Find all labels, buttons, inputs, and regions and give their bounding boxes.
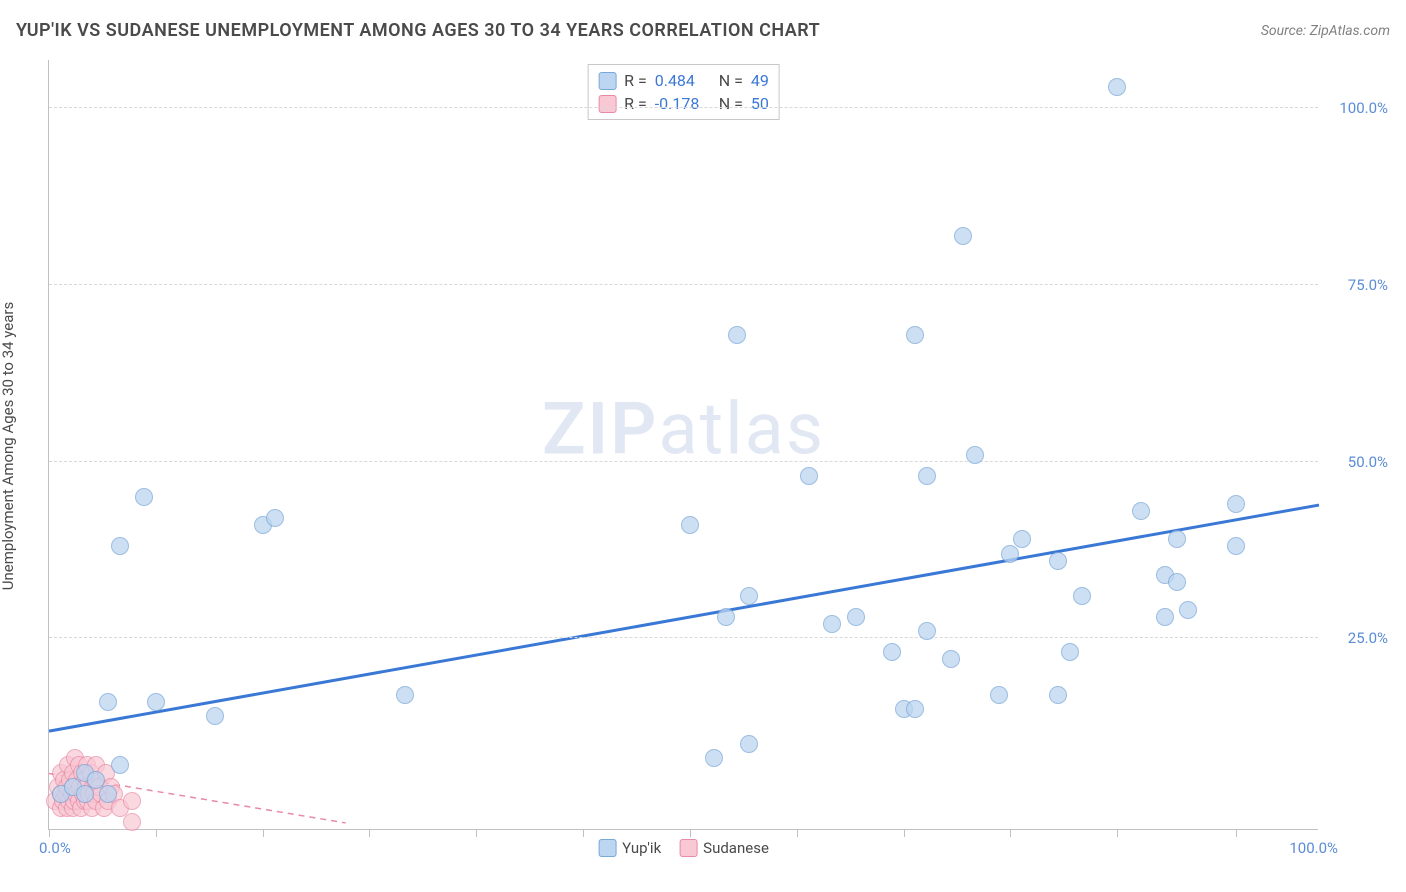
x-tick	[690, 829, 691, 837]
y-tick-label: 50.0%	[1328, 453, 1388, 471]
x-tick	[49, 829, 50, 837]
r-label: R =	[624, 71, 647, 90]
yupik-point	[111, 756, 129, 774]
yupik-point	[266, 509, 284, 527]
sudanese-point	[123, 792, 141, 810]
yupik-point	[847, 608, 865, 626]
x-tick	[583, 829, 584, 837]
yupik-point	[705, 749, 723, 767]
trend-lines	[49, 60, 1319, 830]
yupik-point	[942, 650, 960, 668]
scatter-plot: ZIPatlas R =0.484N =49R =-0.178N =50 0.0…	[48, 60, 1318, 830]
x-tick	[1117, 829, 1118, 837]
gridline	[49, 284, 1318, 285]
yupik-point	[990, 686, 1008, 704]
gridline	[49, 107, 1318, 108]
yupik-point	[1108, 78, 1126, 96]
n-value: 50	[751, 94, 769, 113]
y-tick-label: 25.0%	[1328, 629, 1388, 647]
correlation-legend: R = 0.484 N = 49 R = -0.178 N = 50	[587, 64, 780, 120]
x-tick	[476, 829, 477, 837]
yupik-point	[728, 326, 746, 344]
yupik-point	[1227, 537, 1245, 555]
gridline	[49, 461, 1318, 462]
y-axis-label: Unemployment Among Ages 30 to 34 years	[0, 302, 17, 590]
n-value: 49	[751, 71, 769, 90]
yupik-point	[883, 643, 901, 661]
yupik-point	[906, 326, 924, 344]
yupik-point	[206, 707, 224, 725]
x-tick	[1010, 829, 1011, 837]
yupik-point	[740, 587, 758, 605]
yupik-point	[1227, 495, 1245, 513]
n-label: N =	[719, 71, 743, 90]
r-label: R =	[624, 94, 647, 113]
yupik-point	[135, 488, 153, 506]
yupik-point	[1001, 545, 1019, 563]
x-tick	[1236, 829, 1237, 837]
yupik-point	[396, 686, 414, 704]
yupik-point	[1073, 587, 1091, 605]
legend-label: Yup'ik	[622, 839, 661, 857]
x-tick	[263, 829, 264, 837]
yupik-point	[76, 785, 94, 803]
trend-line	[49, 505, 1319, 731]
yupik-point	[717, 608, 735, 626]
legend-label: Sudanese	[703, 839, 769, 857]
r-value: -0.178	[655, 94, 711, 113]
yupik-point	[147, 693, 165, 711]
y-tick-label: 100.0%	[1328, 99, 1388, 117]
yupik-point	[99, 785, 117, 803]
yupik-point	[1049, 552, 1067, 570]
yupik-point	[1179, 601, 1197, 619]
yupik-point	[1168, 573, 1186, 591]
yupik-point	[966, 446, 984, 464]
legend-item: Yup'ik	[598, 839, 661, 857]
chart-source: Source: ZipAtlas.com	[1261, 23, 1390, 39]
corr-legend-row-yupik: R = 0.484 N = 49	[598, 69, 769, 92]
yupik-point	[800, 467, 818, 485]
legend-swatch	[679, 839, 697, 857]
y-tick-label: 75.0%	[1328, 276, 1388, 294]
yupik-point	[918, 622, 936, 640]
yupik-point	[1013, 530, 1031, 548]
x-origin-label: 0.0%	[39, 839, 71, 857]
yupik-point	[823, 615, 841, 633]
yupik-point	[1156, 608, 1174, 626]
yupik-point	[954, 227, 972, 245]
legend-item: Sudanese	[679, 839, 769, 857]
yupik-point	[681, 516, 699, 534]
n-label: N =	[719, 94, 743, 113]
x-tick	[797, 829, 798, 837]
yupik-point	[1061, 643, 1079, 661]
series-legend: Yup'ik Sudanese	[598, 839, 769, 857]
chart-title: YUP'IK VS SUDANESE UNEMPLOYMENT AMONG AG…	[16, 20, 820, 41]
yupik-point	[1168, 530, 1186, 548]
yupik-point	[906, 700, 924, 718]
r-value: 0.484	[655, 71, 711, 90]
yupik-point	[918, 467, 936, 485]
x-tick	[369, 829, 370, 837]
yupik-point	[1132, 502, 1150, 520]
yupik-point	[111, 537, 129, 555]
yupik-point	[740, 735, 758, 753]
x-tick	[904, 829, 905, 837]
x-max-label: 100.0%	[1289, 839, 1338, 857]
legend-swatch	[598, 839, 616, 857]
gridline	[49, 637, 1318, 638]
corr-legend-row-sudanese: R = -0.178 N = 50	[598, 92, 769, 115]
legend-swatch	[598, 95, 616, 113]
yupik-point	[1049, 686, 1067, 704]
legend-swatch	[598, 72, 616, 90]
chart-header: YUP'IK VS SUDANESE UNEMPLOYMENT AMONG AG…	[16, 20, 1390, 41]
yupik-point	[99, 693, 117, 711]
sudanese-point	[123, 813, 141, 831]
x-tick	[156, 829, 157, 837]
